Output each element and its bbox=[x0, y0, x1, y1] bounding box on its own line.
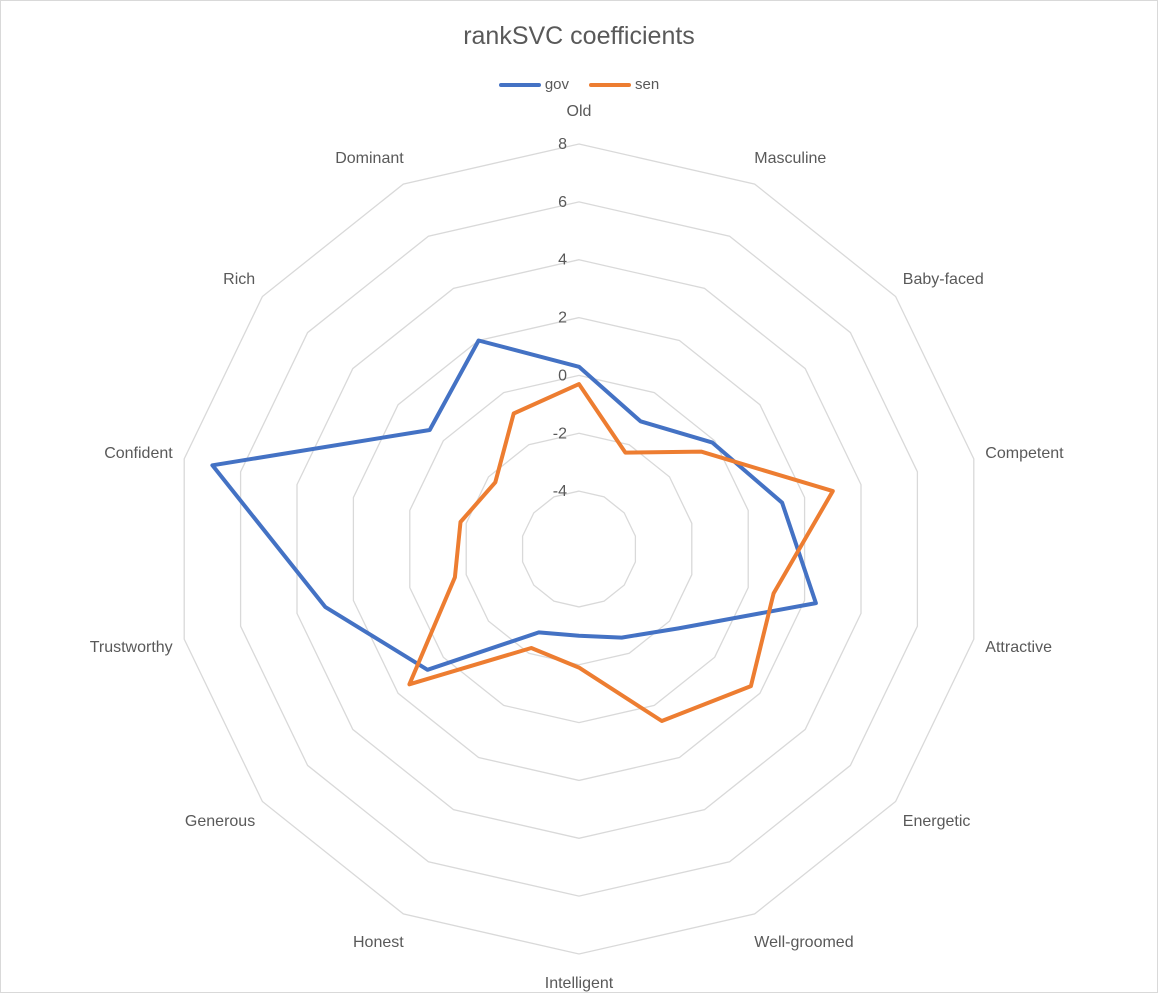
axis-label-competent: Competent bbox=[985, 445, 1064, 462]
axis-label-trustworthy: Trustworthy bbox=[90, 639, 173, 656]
tick-label: 6 bbox=[558, 194, 567, 211]
grid-ring-6 bbox=[183, 143, 975, 955]
axis-label-generous: Generous bbox=[185, 813, 255, 830]
axis-label-baby-faced: Baby-faced bbox=[903, 271, 984, 288]
tick-label: -2 bbox=[553, 425, 567, 442]
legend-item-sen: sen bbox=[589, 76, 659, 93]
axis-label-confident: Confident bbox=[104, 445, 173, 462]
grid-ring-1 bbox=[465, 432, 693, 666]
axis-label-attractive: Attractive bbox=[985, 639, 1052, 656]
axis-label-dominant: Dominant bbox=[335, 150, 404, 167]
tick-label: -4 bbox=[553, 483, 567, 500]
axis-label-intelligent: Intelligent bbox=[545, 975, 614, 992]
legend: gov sen bbox=[0, 76, 1158, 93]
legend-swatch bbox=[498, 82, 541, 87]
legend-label: sen bbox=[635, 76, 660, 93]
series-line-sen bbox=[407, 382, 835, 723]
legend-label: gov bbox=[544, 76, 569, 93]
tick-label: 2 bbox=[558, 310, 567, 327]
tick-label: 8 bbox=[558, 136, 567, 153]
axis-label-masculine: Masculine bbox=[754, 150, 826, 167]
grid-ring-2 bbox=[409, 374, 749, 724]
grid-ring-0 bbox=[521, 490, 637, 608]
axis-label-well-groomed: Well-groomed bbox=[754, 934, 853, 951]
grid-ring-5 bbox=[239, 201, 919, 897]
tick-label: 0 bbox=[558, 367, 567, 384]
tick-label: 4 bbox=[558, 252, 567, 269]
axis-label-energetic: Energetic bbox=[903, 813, 971, 830]
axis-label-old: Old bbox=[567, 103, 592, 120]
axis-label-rich: Rich bbox=[223, 271, 255, 288]
axis-label-honest: Honest bbox=[353, 934, 404, 951]
grid-ring-4 bbox=[296, 259, 862, 839]
legend-swatch bbox=[589, 82, 631, 87]
chart-title: rankSVC coefficients bbox=[463, 22, 695, 50]
legend-item-gov: gov bbox=[498, 76, 569, 93]
